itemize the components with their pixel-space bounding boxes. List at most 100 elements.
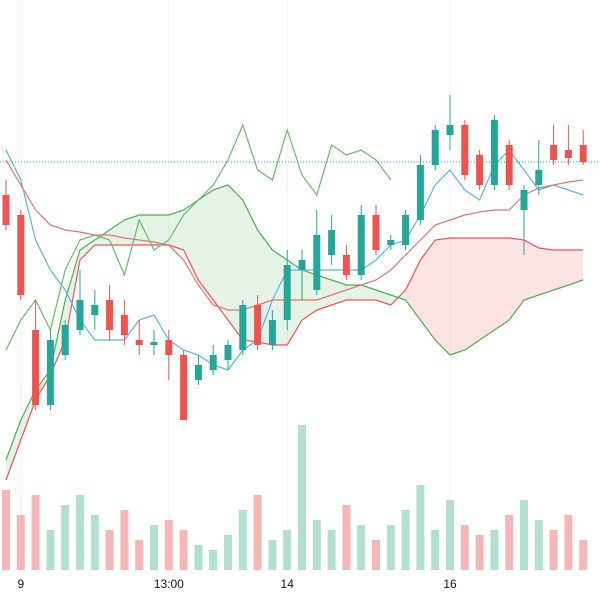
volume-bar <box>460 525 469 570</box>
volume-bar <box>135 540 144 570</box>
candle-body <box>298 260 306 270</box>
cloud-segment <box>198 190 214 300</box>
volume-bar <box>416 485 425 570</box>
candle-body <box>106 300 114 330</box>
volume-bar <box>150 525 158 570</box>
volume-bar <box>372 540 380 570</box>
candle-body <box>416 165 424 220</box>
candle-body <box>150 342 158 345</box>
volume-bar <box>401 510 410 570</box>
candle-layer <box>2 95 587 420</box>
candle-body <box>46 340 54 405</box>
volume-bar <box>268 540 277 570</box>
candle-body <box>431 130 439 165</box>
candle-body <box>550 145 558 160</box>
span-b-line <box>5 237 584 481</box>
candle-body <box>505 145 513 185</box>
x-tick-label: 9 <box>17 577 24 591</box>
candle-body <box>61 325 69 355</box>
volume-bar <box>209 550 218 570</box>
x-tick-label: 13:00 <box>154 577 184 591</box>
cloud-segment <box>109 220 125 245</box>
cloud-segment <box>435 238 450 355</box>
cloud-segment <box>316 275 332 310</box>
candle-body <box>313 235 321 290</box>
candle-body <box>194 365 202 380</box>
volume-bar <box>520 500 528 570</box>
volume-bar <box>164 520 173 570</box>
candle-body <box>283 265 291 320</box>
candle-body <box>342 255 350 275</box>
indicator-line <box>5 159 584 311</box>
cloud-segment <box>494 238 510 330</box>
candle-body <box>372 215 380 250</box>
candle-body <box>490 120 498 185</box>
volume-bar <box>120 510 129 570</box>
cloud-layer <box>5 184 584 481</box>
volume-bar <box>298 425 306 570</box>
candle-body <box>446 125 454 135</box>
cloud-segment <box>6 420 21 480</box>
candle-body <box>476 155 484 185</box>
volume-bar <box>386 525 395 570</box>
cloud-segment <box>420 240 436 340</box>
volume-bar <box>431 530 440 570</box>
cloud-segment <box>524 240 539 300</box>
volume-bar <box>2 490 10 570</box>
volume-bar <box>327 530 336 570</box>
cloud-segment <box>80 240 95 260</box>
cloud-segment <box>183 200 199 280</box>
volume-bar <box>194 545 203 570</box>
candle-body <box>91 305 99 315</box>
cloud-segment <box>479 238 495 340</box>
volume-bar <box>446 500 454 570</box>
volume-bar <box>31 495 40 570</box>
candle-body <box>535 170 543 185</box>
x-tick-label: 14 <box>281 577 295 591</box>
candle-body <box>76 300 84 330</box>
volume-bar <box>549 530 558 570</box>
candle-body <box>120 315 128 335</box>
cloud-segment <box>450 238 465 355</box>
cloud-segment <box>20 390 36 440</box>
candle-body <box>579 145 587 162</box>
cloud-segment <box>272 250 288 345</box>
candle-body <box>520 190 528 210</box>
cloud-segment <box>302 270 317 320</box>
volume-bar <box>490 530 499 570</box>
candle-body <box>180 355 188 420</box>
indicator-line <box>5 149 584 371</box>
volume-bar <box>76 495 84 570</box>
cloud-segment <box>154 215 169 245</box>
volume-bar <box>105 530 114 570</box>
candle-body <box>564 150 572 158</box>
candle-body <box>402 215 410 245</box>
cloud-segment <box>35 370 51 400</box>
cloud-segment <box>287 260 302 345</box>
volume-bar <box>475 535 484 570</box>
indicator-line <box>5 123 392 351</box>
volume-bar <box>16 515 25 570</box>
candle-body <box>268 320 276 345</box>
candle-body <box>224 345 232 360</box>
candle-body <box>209 355 217 370</box>
x-axis: 9 13:00 14 16 <box>17 577 457 591</box>
candle-body <box>357 215 365 275</box>
candle-body <box>328 230 336 255</box>
volume-bar <box>505 515 514 570</box>
cloud-segment <box>257 230 273 345</box>
volume-bar <box>61 505 70 570</box>
line-layer <box>5 123 584 371</box>
candle-body <box>32 330 40 405</box>
volume-bar <box>564 515 573 570</box>
cloud-segment <box>538 248 554 295</box>
x-tick-label: 16 <box>443 577 457 591</box>
volume-bar <box>342 505 351 570</box>
volume-bar <box>90 515 99 570</box>
cloud-segment <box>168 210 184 250</box>
volume-bar <box>46 530 55 570</box>
candle-body <box>461 125 469 175</box>
candle-body <box>387 240 395 245</box>
cloud-segment <box>553 250 569 290</box>
